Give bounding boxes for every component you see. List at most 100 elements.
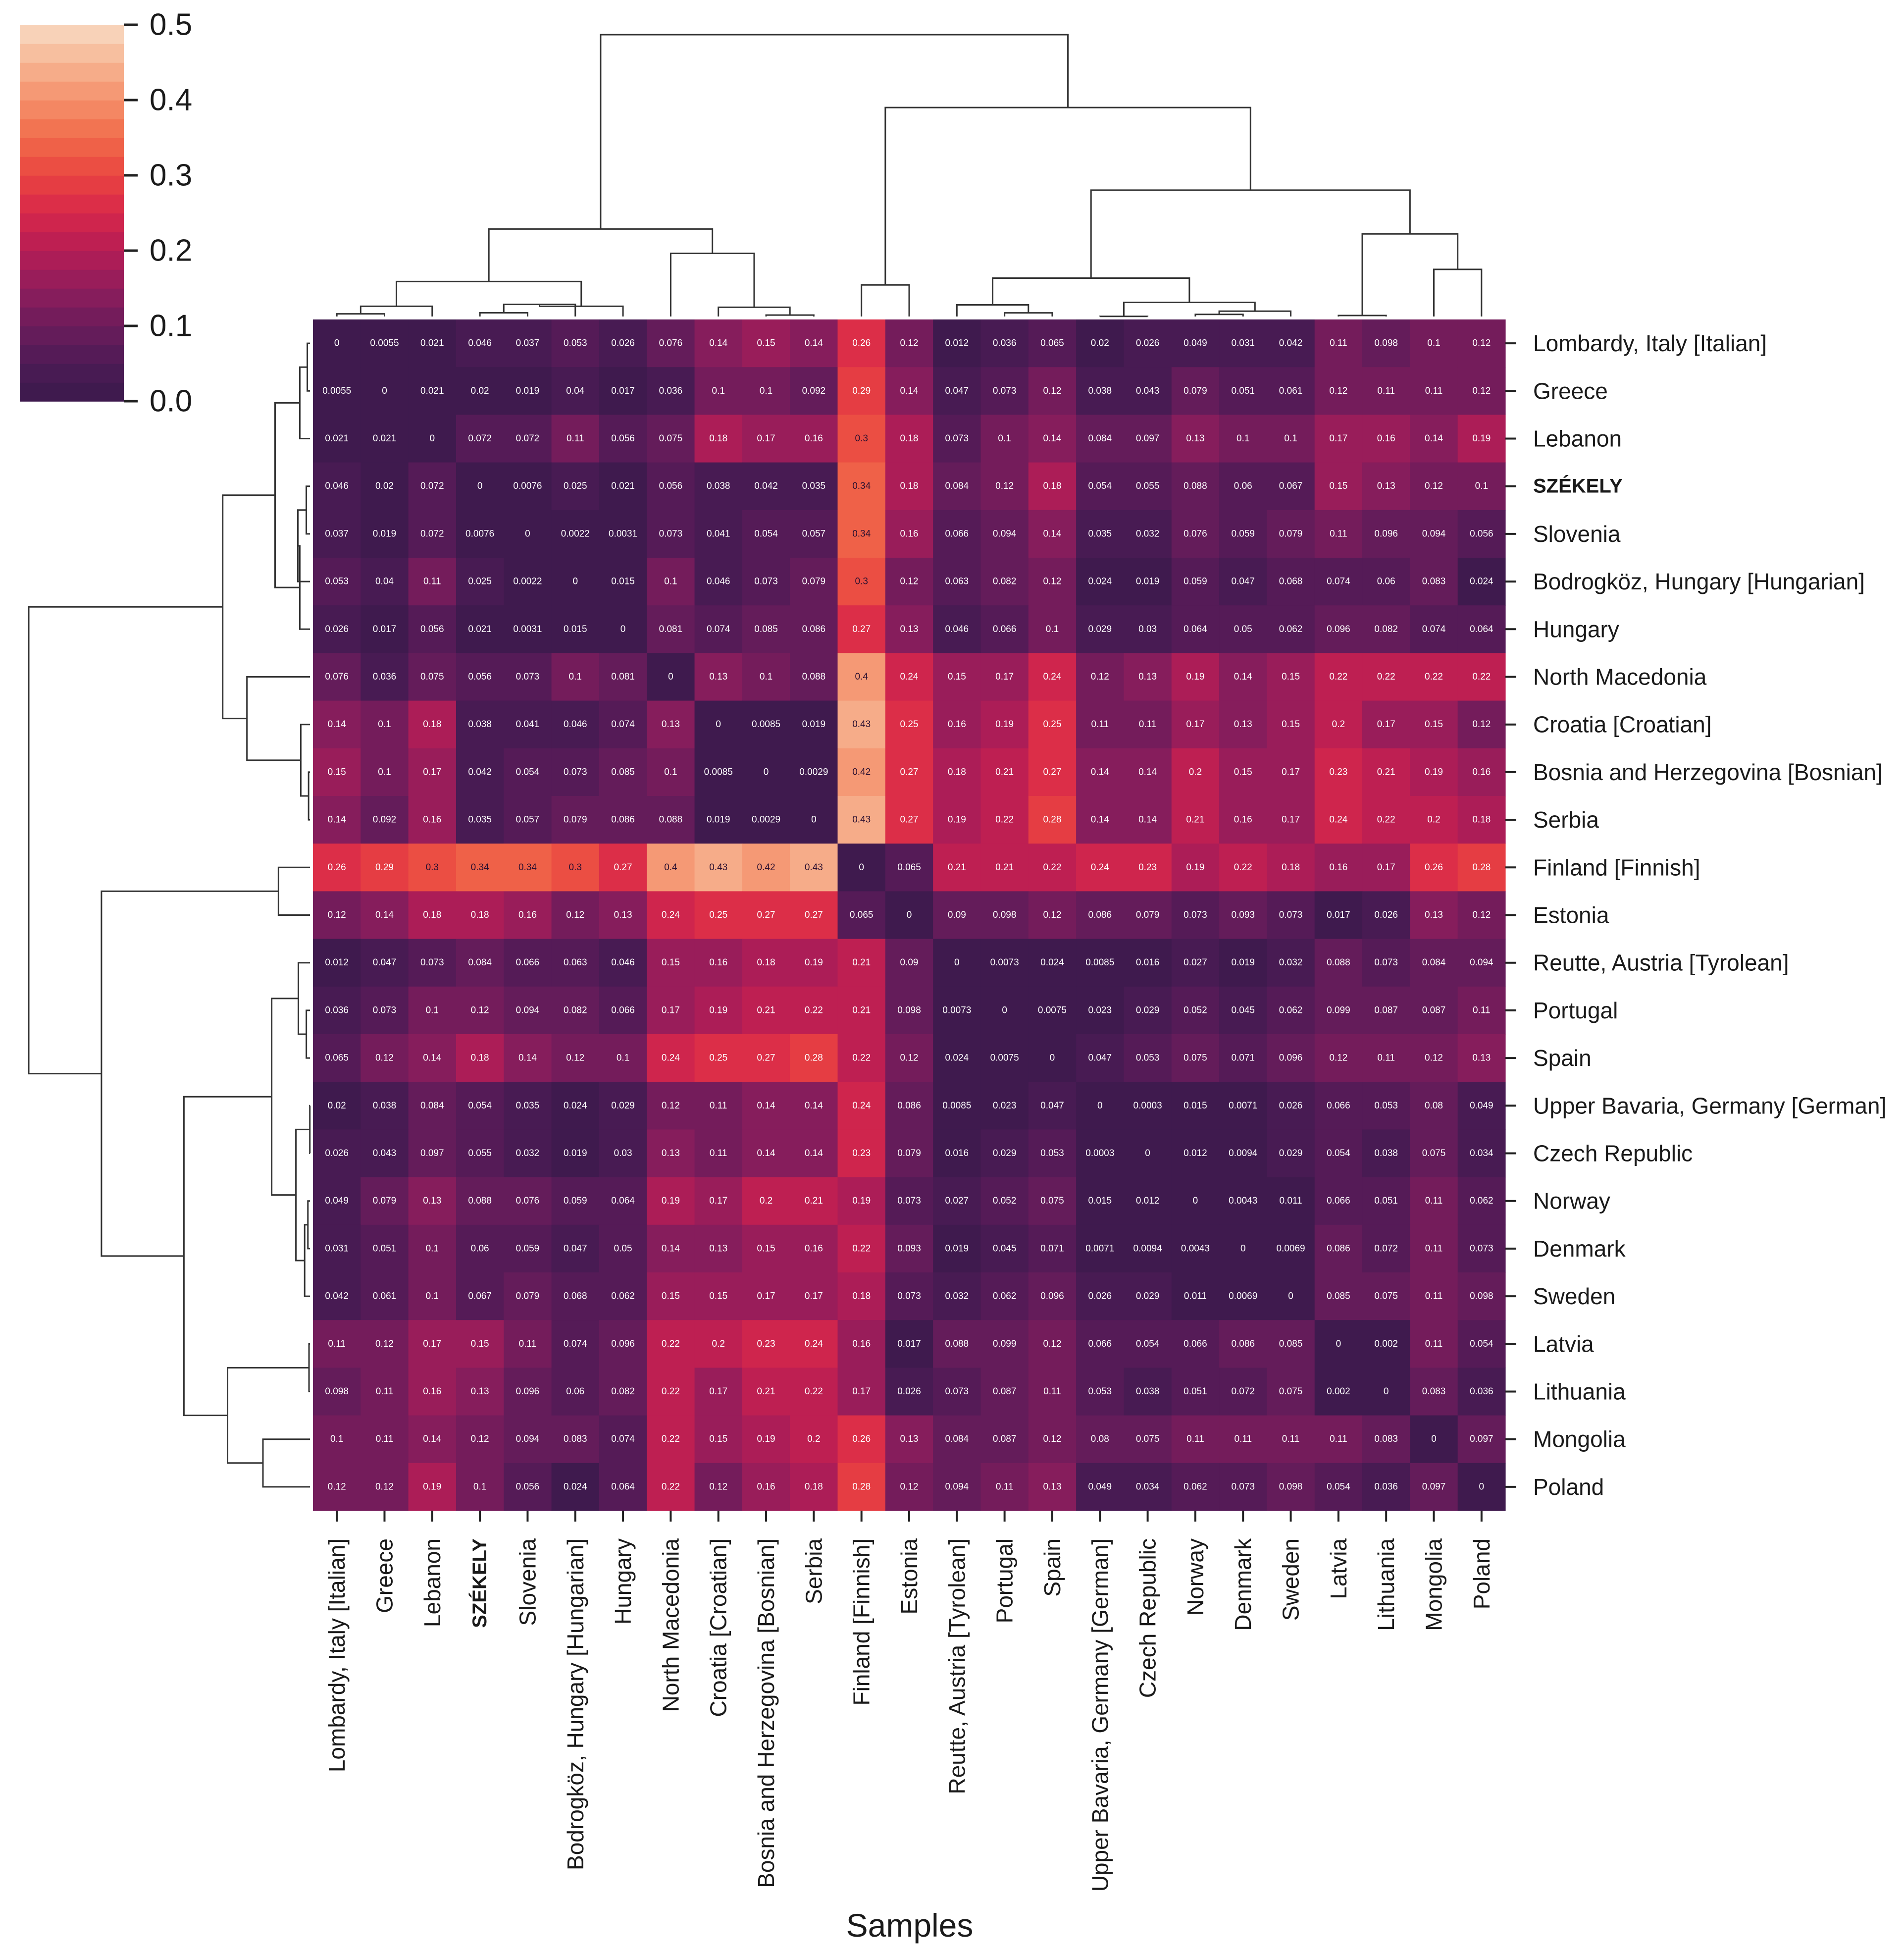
heatmap-cell — [647, 1177, 695, 1225]
heatmap-cell — [885, 1272, 933, 1320]
heatmap-cell — [408, 319, 457, 368]
cell-value: 0.065 — [850, 910, 874, 920]
heatmap-cell — [1028, 986, 1077, 1035]
heatmap-cell — [360, 748, 409, 796]
cell-value: 0.12 — [995, 481, 1014, 491]
heatmap-cell — [837, 700, 886, 749]
cell-value: 0.19 — [423, 1481, 441, 1492]
heatmap-cell — [360, 558, 409, 606]
colorbar-tick-label: 0.1 — [150, 309, 192, 343]
cell-value: 0.073 — [993, 386, 1017, 396]
cell-value: 0.27 — [614, 862, 632, 873]
cell-value: 0.072 — [516, 433, 540, 444]
heatmap-cell — [1457, 558, 1506, 606]
cell-value: 0.032 — [1279, 957, 1303, 968]
heatmap-cell — [1219, 700, 1267, 749]
row-dendrogram-link — [307, 1200, 310, 1250]
cell-value: 0.064 — [611, 1481, 635, 1492]
cell-value: 0.19 — [995, 719, 1014, 730]
cell-value: 0.34 — [852, 481, 871, 491]
cell-value: 0.036 — [1470, 1386, 1493, 1397]
cell-value: 0.042 — [1279, 338, 1303, 349]
heatmap-cell — [1314, 939, 1363, 987]
heatmap-cell — [456, 1415, 504, 1464]
cell-value: 0.17 — [1377, 719, 1395, 730]
heatmap-cell — [980, 986, 1029, 1035]
heatmap-cell — [1076, 939, 1125, 987]
column-label: Bosnia and Herzegovina [Bosnian] — [753, 1538, 779, 1888]
heatmap-cell — [742, 605, 790, 653]
heatmap-cell — [742, 1034, 790, 1082]
cell-value: 0 — [1050, 1053, 1055, 1063]
cell-value: 0.026 — [897, 1386, 921, 1397]
heatmap-cell — [837, 319, 886, 368]
heatmap-cell — [1267, 986, 1315, 1035]
cell-value: 0.079 — [373, 1196, 397, 1206]
cell-value: 0.076 — [659, 338, 683, 349]
heatmap-cell — [1171, 462, 1220, 511]
heatmap-cell — [1410, 796, 1458, 844]
heatmap-cell — [551, 462, 600, 511]
colorbar-segment — [20, 307, 124, 326]
row-label: Reutte, Austria [Tyrolean] — [1533, 950, 1789, 976]
cell-value: 0.086 — [1327, 1243, 1350, 1254]
cell-value: 0.2 — [712, 1339, 725, 1349]
cell-value: 0.12 — [375, 1053, 394, 1063]
cell-value: 0.27 — [757, 910, 775, 920]
cell-value: 0.06 — [1234, 481, 1252, 491]
heatmap-cell — [408, 1368, 457, 1416]
cell-value: 0.15 — [662, 1291, 680, 1302]
cell-value: 0.059 — [516, 1243, 540, 1254]
heatmap-cell — [790, 1463, 838, 1511]
heatmap-cell — [1076, 462, 1125, 511]
heatmap-cell — [837, 1368, 886, 1416]
heatmap-cell — [551, 1463, 600, 1511]
cell-value: 0.21 — [948, 862, 966, 873]
heatmap-cell — [1028, 367, 1077, 415]
heatmap-cell — [885, 1177, 933, 1225]
cell-value: 0.19 — [709, 1005, 727, 1015]
heatmap-cell — [742, 986, 790, 1035]
cell-value: 0.0022 — [513, 577, 542, 587]
cell-value: 0.084 — [945, 1434, 969, 1444]
cell-value: 0.084 — [1422, 957, 1446, 968]
heatmap-cell — [408, 796, 457, 844]
heatmap-cell — [1267, 653, 1315, 701]
cell-value: 0.083 — [1422, 577, 1446, 587]
heatmap-cell — [790, 1129, 838, 1178]
cell-value: 0.019 — [707, 815, 730, 825]
heatmap-cell — [1028, 653, 1077, 701]
heatmap-cell — [647, 796, 695, 844]
cell-value: 0.036 — [993, 338, 1017, 349]
heatmap-cell — [1028, 891, 1077, 940]
cell-value: 0.19 — [662, 1196, 680, 1206]
heatmap-cell — [599, 367, 647, 415]
heatmap-cell — [1076, 319, 1125, 368]
cell-value: 0.071 — [1231, 1053, 1255, 1063]
cell-value: 0.0075 — [990, 1053, 1019, 1063]
heatmap-cell — [1171, 1082, 1220, 1130]
cell-value: 0.08 — [1091, 1434, 1109, 1444]
cell-value: 0.096 — [611, 1339, 635, 1349]
heatmap-cell — [694, 1368, 743, 1416]
heatmap-cell — [408, 891, 457, 940]
heatmap-cell — [647, 1415, 695, 1464]
cell-value: 0.14 — [1091, 767, 1109, 777]
heatmap-cell — [980, 510, 1029, 558]
heatmap-cell — [1457, 415, 1506, 463]
heatmap-cell — [360, 1034, 409, 1082]
cell-value: 0.097 — [1422, 1481, 1446, 1492]
cell-value: 0.067 — [468, 1291, 492, 1302]
cell-value: 0.021 — [420, 338, 444, 349]
heatmap-cell — [1076, 986, 1125, 1035]
colorbar-segment — [20, 232, 124, 251]
heatmap-cell — [1314, 1224, 1363, 1273]
heatmap-cell — [1314, 1320, 1363, 1368]
cell-value: 0.073 — [1184, 910, 1207, 920]
heatmap-cell — [1028, 510, 1077, 558]
cell-value: 0.11 — [1473, 1005, 1491, 1015]
heatmap-cell — [1314, 1415, 1363, 1464]
heatmap-cell — [980, 700, 1029, 749]
heatmap-cell — [1171, 415, 1220, 463]
cell-value: 0.19 — [1186, 672, 1204, 682]
